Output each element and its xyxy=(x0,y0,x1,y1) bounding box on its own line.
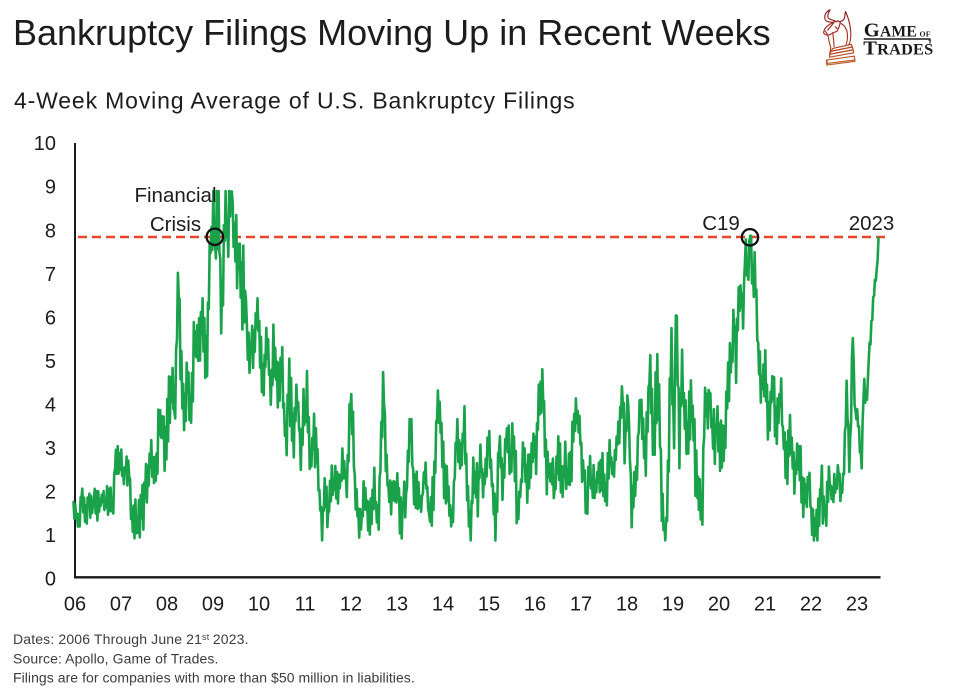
svg-text:17: 17 xyxy=(570,594,592,616)
svg-text:TRADES: TRADES xyxy=(863,37,933,59)
svg-text:3: 3 xyxy=(45,438,56,460)
svg-text:8: 8 xyxy=(45,220,56,242)
svg-text:16: 16 xyxy=(524,594,546,616)
svg-text:23: 23 xyxy=(846,594,868,616)
svg-text:1: 1 xyxy=(45,525,56,547)
svg-text:Crisis: Crisis xyxy=(150,213,201,236)
svg-text:7: 7 xyxy=(45,264,56,286)
svg-text:2023: 2023 xyxy=(849,212,895,235)
svg-text:10: 10 xyxy=(248,594,270,616)
svg-text:08: 08 xyxy=(156,594,178,616)
svg-text:Financial: Financial xyxy=(134,184,216,207)
svg-text:4-Week Moving Average of U.S.: 4-Week Moving Average of U.S. Bankruptcy… xyxy=(14,88,576,114)
svg-text:21: 21 xyxy=(754,594,776,616)
svg-text:2: 2 xyxy=(45,481,56,503)
svg-text:13: 13 xyxy=(386,594,408,616)
svg-text:0: 0 xyxy=(45,569,56,591)
svg-text:4: 4 xyxy=(45,394,56,416)
svg-text:6: 6 xyxy=(45,307,56,329)
svg-text:14: 14 xyxy=(432,594,454,616)
svg-text:Bankruptcy Filings Moving Up i: Bankruptcy Filings Moving Up in Recent W… xyxy=(13,12,771,53)
svg-text:11: 11 xyxy=(295,594,316,616)
svg-text:Source: Apollo, Game of Trades: Source: Apollo, Game of Trades. xyxy=(13,650,218,666)
svg-text:15: 15 xyxy=(478,594,500,616)
svg-text:06: 06 xyxy=(64,594,86,616)
svg-text:20: 20 xyxy=(708,594,730,616)
svg-text:22: 22 xyxy=(800,594,822,616)
svg-text:5: 5 xyxy=(45,351,56,373)
svg-text:10: 10 xyxy=(34,133,56,155)
svg-text:18: 18 xyxy=(616,594,638,616)
svg-text:Filings are for companies with: Filings are for companies with more than… xyxy=(13,670,415,686)
svg-text:07: 07 xyxy=(110,594,132,616)
svg-text:19: 19 xyxy=(662,594,684,616)
svg-text:12: 12 xyxy=(340,594,362,616)
svg-text:C19: C19 xyxy=(702,212,740,235)
svg-text:9: 9 xyxy=(45,177,56,199)
svg-text:09: 09 xyxy=(202,594,224,616)
